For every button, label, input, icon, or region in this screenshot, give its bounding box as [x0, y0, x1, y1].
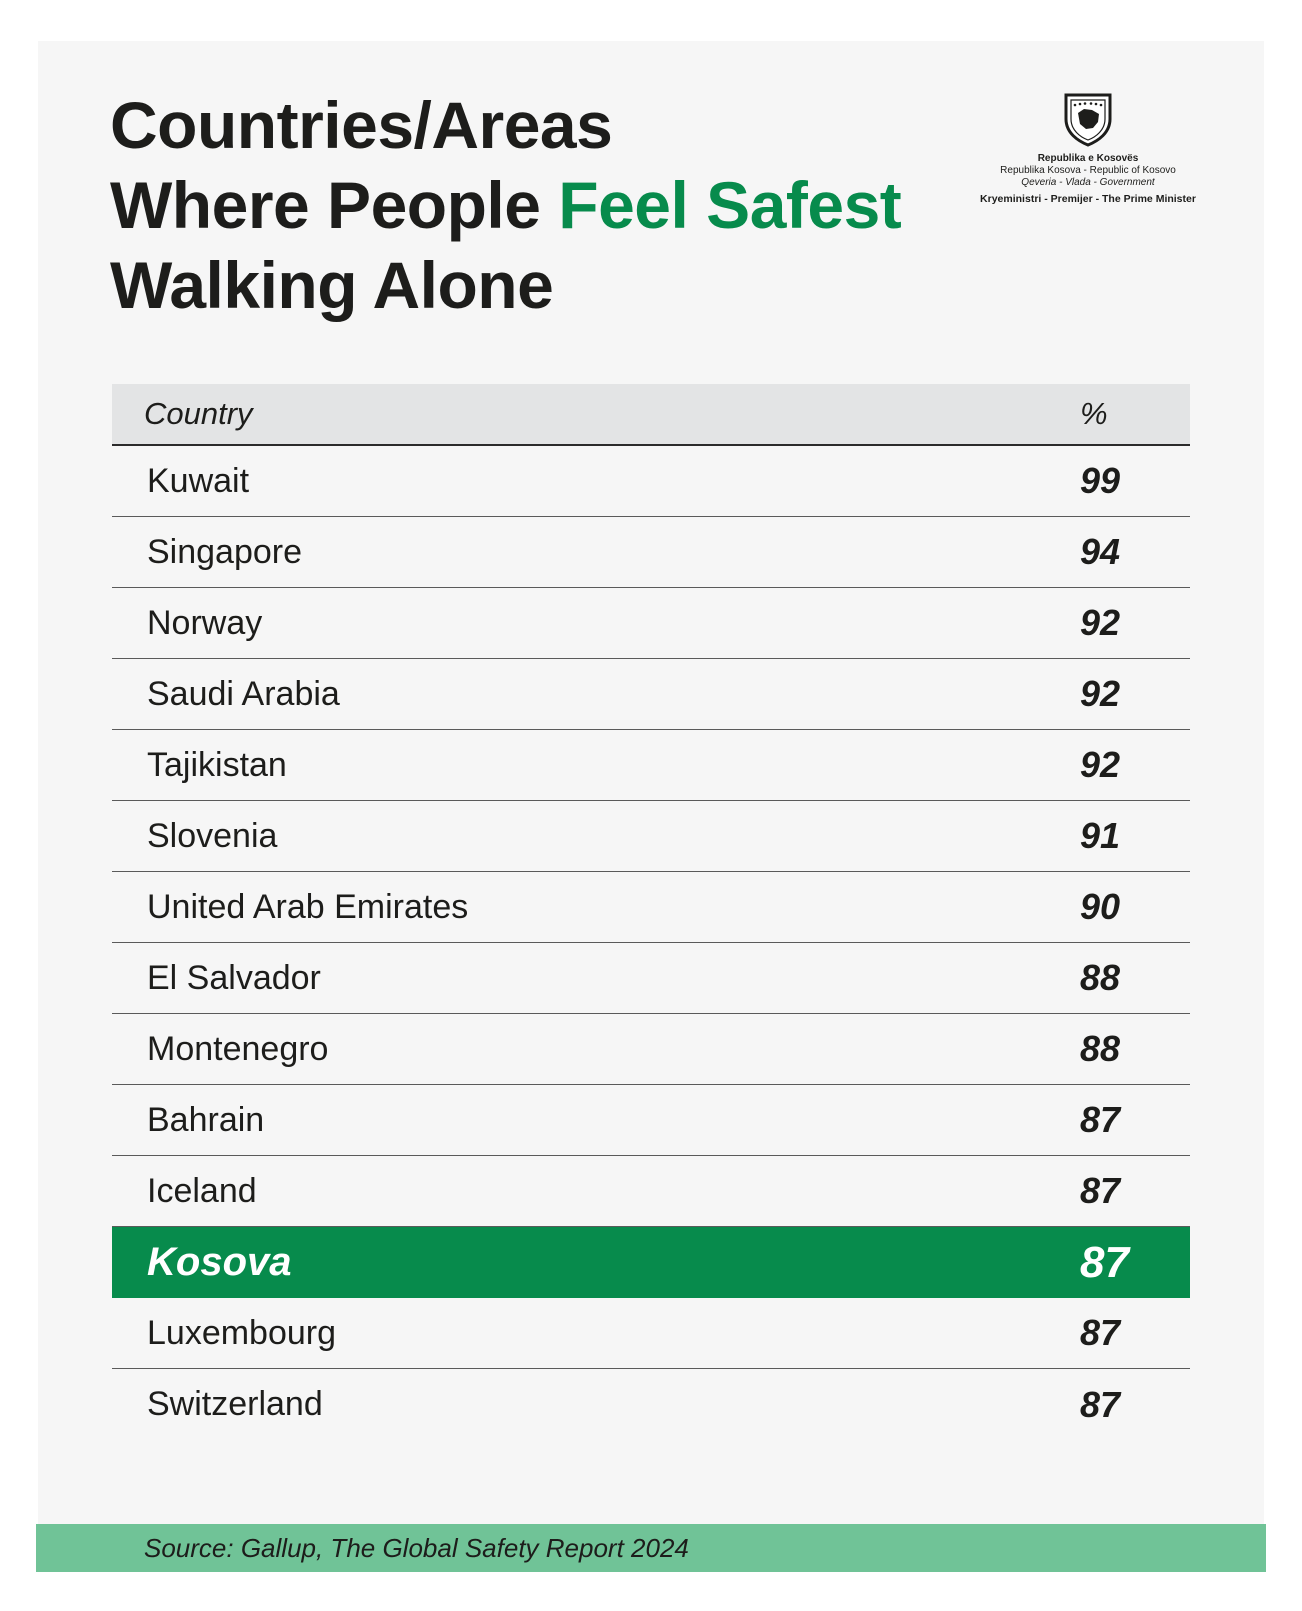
country-cell: Switzerland [147, 1385, 323, 1423]
country-cell: Singapore [147, 532, 303, 571]
column-header-percent: % [1080, 396, 1108, 431]
percent-cell: 92 [1080, 673, 1121, 714]
country-cell: Iceland [147, 1171, 257, 1210]
percent-cell: 88 [1080, 957, 1121, 998]
source-text: Source: Gallup, The Global Safety Report… [144, 1532, 689, 1563]
table-row: Iceland 87 [112, 1156, 1190, 1227]
percent-cell: 87 [1080, 1237, 1129, 1287]
table-row: Norway 92 [112, 588, 1190, 659]
percent-cell: 91 [1080, 815, 1121, 856]
country-cell: Montenegro [147, 1029, 329, 1068]
percent-cell: 90 [1080, 886, 1121, 927]
table-row: Kuwait 99 [112, 446, 1190, 517]
country-cell: Slovenia [147, 816, 278, 855]
table-header: Country % [112, 384, 1190, 446]
table-row: Singapore 94 [112, 517, 1190, 588]
country-cell: Luxembourg [147, 1313, 337, 1352]
table-row: Saudi Arabia 92 [112, 659, 1190, 730]
table-row: El Salvador 88 [112, 943, 1190, 1014]
percent-cell: 88 [1080, 1028, 1121, 1069]
percent-cell: 87 [1080, 1170, 1121, 1211]
emblem-line-1: Republika e Kosovës [1037, 153, 1139, 164]
percent-cell: 94 [1080, 531, 1121, 572]
country-cell: Kuwait [147, 461, 250, 500]
country-cell: Tajikistan [147, 745, 287, 784]
emblem-line-4: Kryeministri - Premijer - The Prime Mini… [980, 193, 1196, 205]
table-row: Luxembourg 87 [112, 1298, 1190, 1369]
table-row-highlight: Kosova 87 [112, 1227, 1190, 1298]
percent-cell: 99 [1080, 460, 1121, 501]
government-emblem: Republika e Kosovës Republika Kosova - R… [918, 91, 1258, 207]
country-cell: Saudi Arabia [147, 674, 340, 713]
country-cell: Bahrain [147, 1100, 265, 1139]
table-row: Slovenia 91 [112, 801, 1190, 872]
table-row: Switzerland 87 [112, 1369, 1190, 1440]
title-line-2-prefix: Where People [110, 168, 559, 242]
title-line-1: Countries/Areas [110, 88, 613, 162]
percent-cell: 87 [1080, 1383, 1121, 1425]
table-row: Montenegro 88 [112, 1014, 1190, 1085]
emblem-line-2: Republika Kosova - Republic of Kosovo [1000, 165, 1176, 176]
emblem-line-3: Qeveria - Vlada - Government [1021, 177, 1155, 188]
table-row: United Arab Emirates 90 [112, 872, 1190, 943]
safety-table: Country % Kuwait 99 Singapore 94 Norway 92 Sau… [112, 384, 1190, 1440]
title-line-2-accent: Feel Safest [558, 168, 902, 242]
percent-cell: 92 [1080, 602, 1121, 643]
table-body: Kuwait 99 Singapore 94 Norway 92 Saudi Arabia 9… [112, 446, 1190, 1440]
table-row: Bahrain 87 [112, 1085, 1190, 1156]
title-line-3: Walking Alone [110, 248, 554, 322]
percent-cell: 87 [1080, 1312, 1121, 1353]
country-cell: El Salvador [147, 958, 321, 997]
table-row: Tajikistan 92 [112, 730, 1190, 801]
kosovo-coat-of-arms-icon [1064, 93, 1112, 147]
infographic-card: Countries/Areas Where People Feel Safest… [38, 41, 1264, 1526]
column-header-country: Country [144, 396, 253, 431]
country-cell: Norway [147, 603, 263, 642]
country-cell: United Arab Emirates [147, 887, 469, 926]
country-cell: Kosova [147, 1240, 292, 1284]
source-bar: Source: Gallup, The Global Safety Report… [36, 1524, 1266, 1572]
percent-cell: 92 [1080, 744, 1121, 785]
page-title: Countries/Areas Where People Feel Safest… [110, 85, 902, 325]
percent-cell: 87 [1080, 1099, 1121, 1140]
